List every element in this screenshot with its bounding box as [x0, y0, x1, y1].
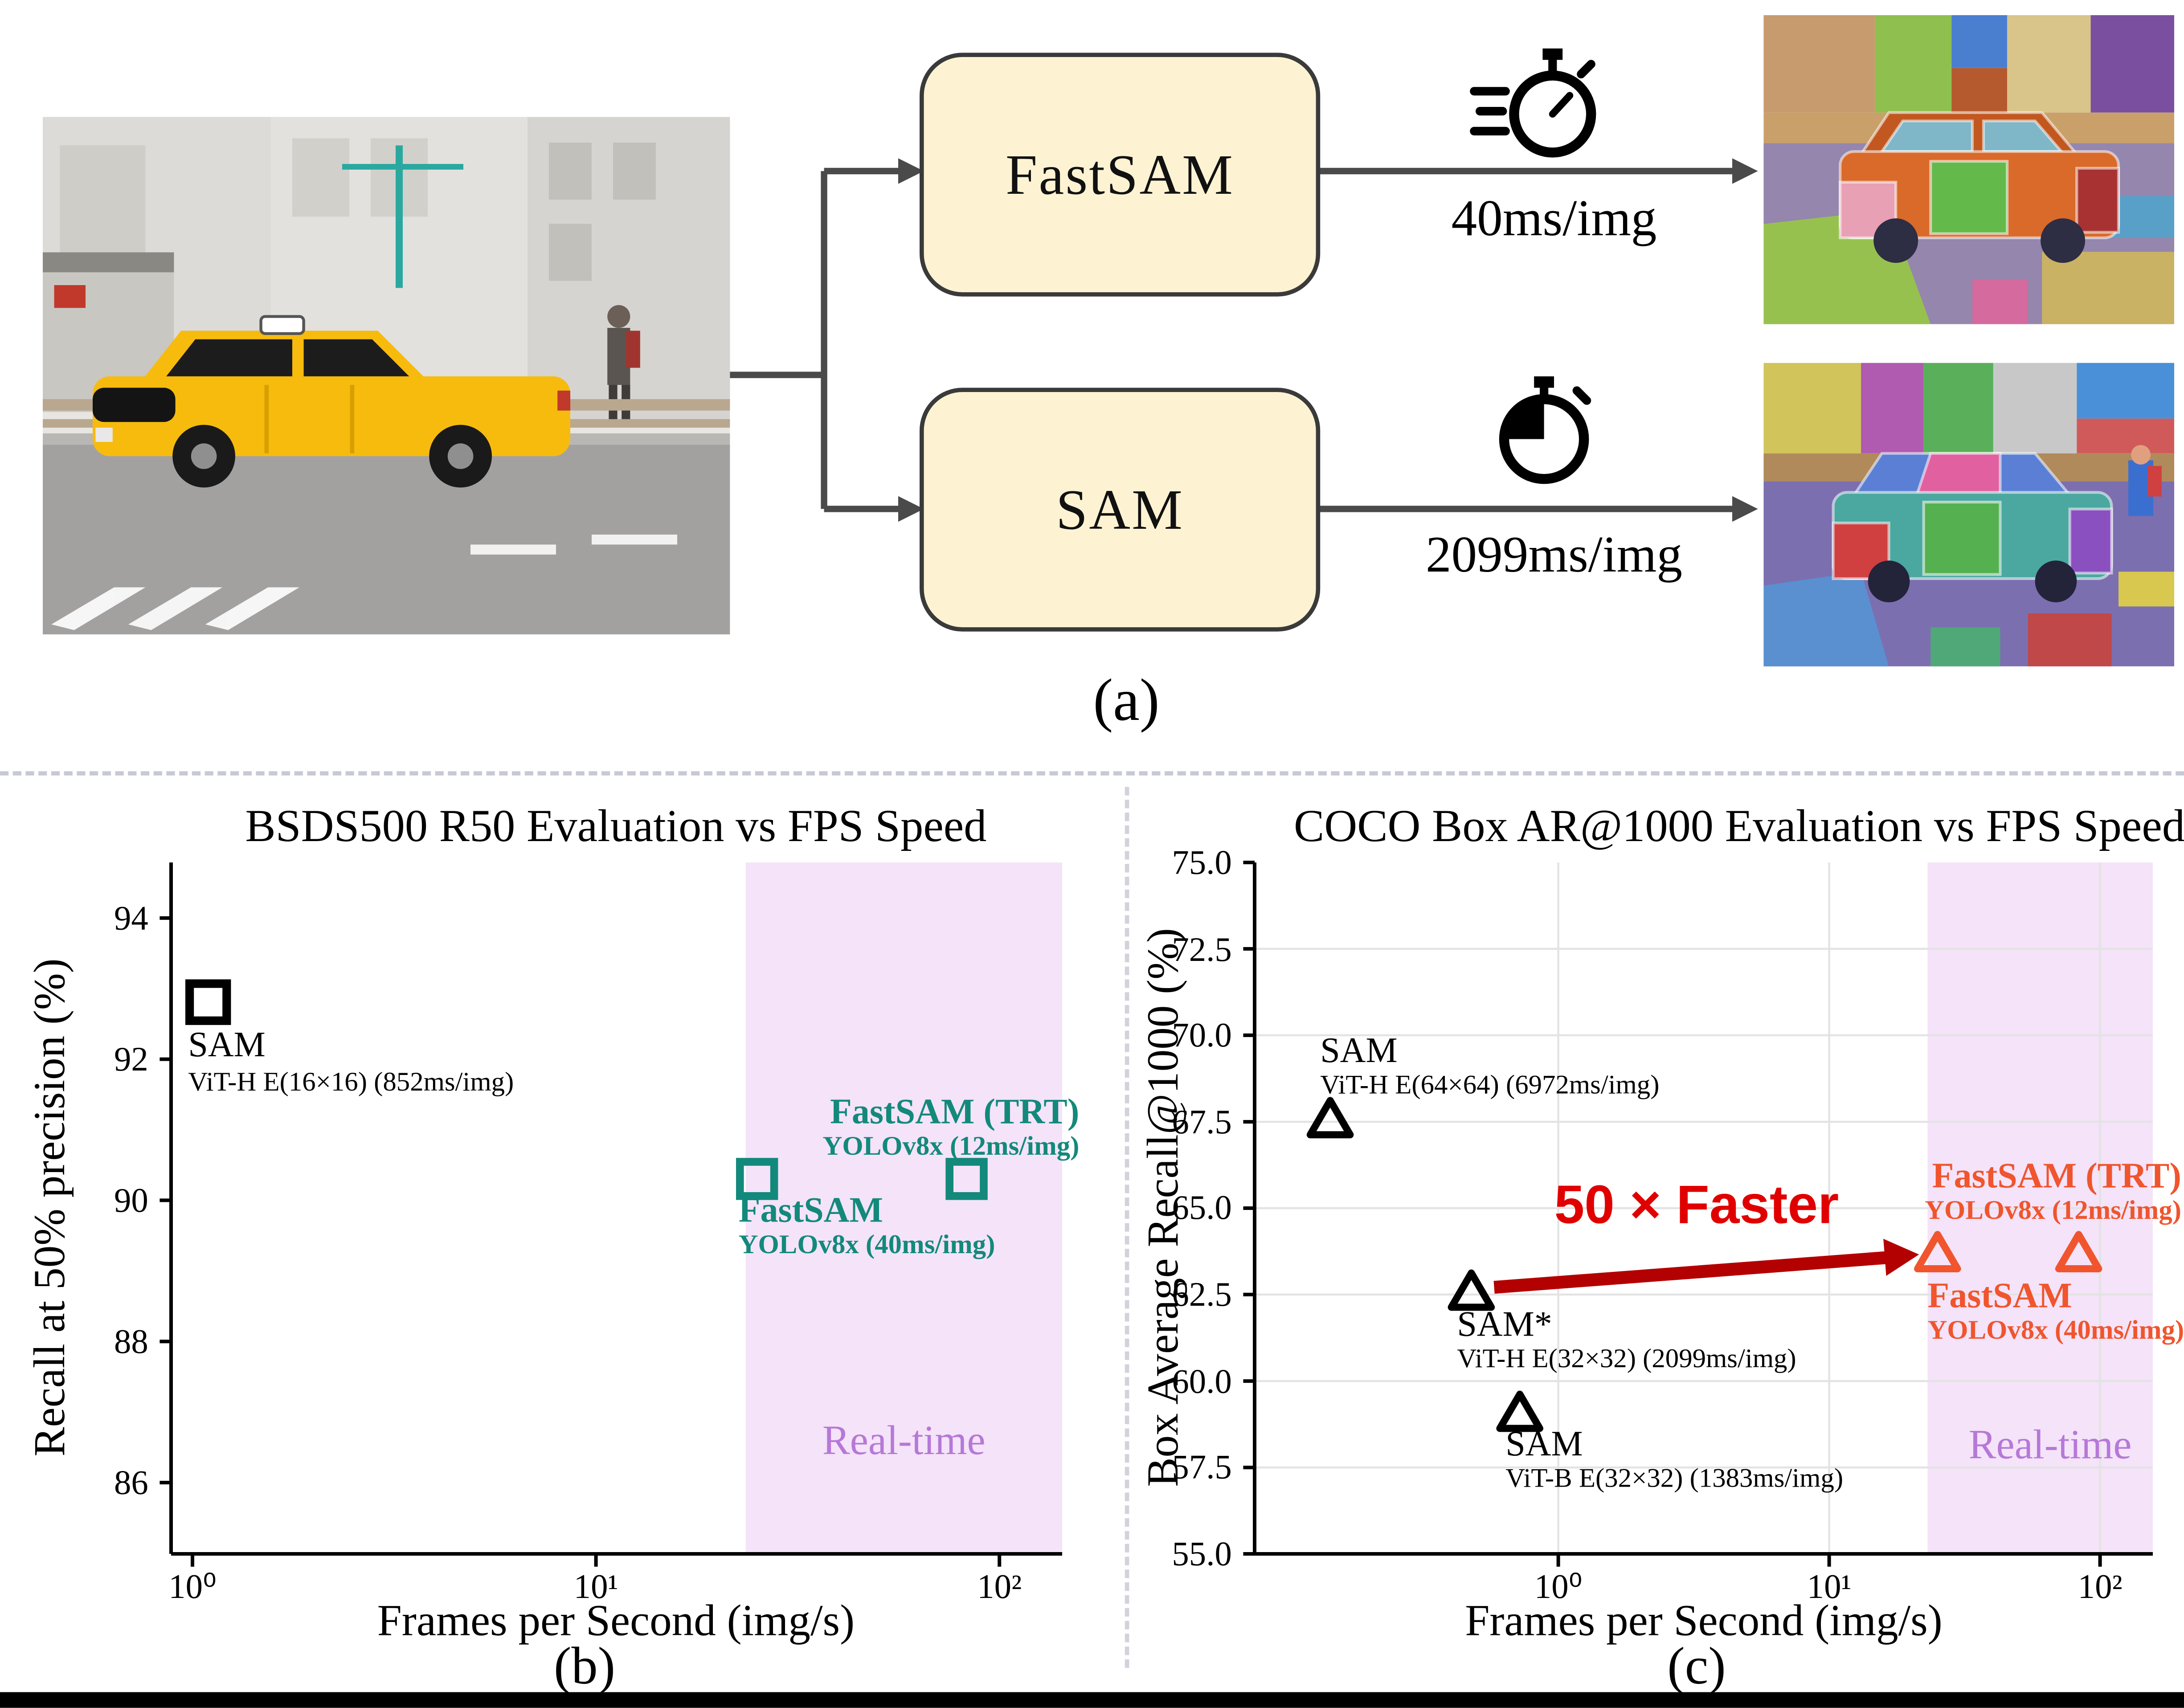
- ytick: 62.5: [1172, 1275, 1231, 1313]
- panel-a-label: (a): [1093, 668, 1160, 734]
- sam-star-point-label: SAM*: [1457, 1304, 1552, 1344]
- chart-b-ylabel: Recall at 50% precision (%): [25, 958, 74, 1456]
- ytick: 92: [114, 1040, 148, 1078]
- chart-b-title: BSDS500 R50 Evaluation vs FPS Speed: [245, 801, 986, 851]
- fastsam-trt-point-sublabel: YOLOv8x (12ms/img): [1925, 1195, 2181, 1225]
- xtick: 10¹: [1807, 1568, 1852, 1606]
- marker-sam: [185, 979, 231, 1025]
- sam-point-label: SAM: [188, 1025, 265, 1064]
- realtime-region: [745, 862, 1062, 1554]
- chart-b-xlabel: Frames per Second (img/s): [377, 1596, 855, 1645]
- marker-sam-star: [1448, 1269, 1495, 1311]
- fastsam-point-label: FastSAM: [739, 1190, 883, 1230]
- marker-fastsam: [1914, 1231, 1961, 1273]
- xtick: 10⁰: [168, 1568, 217, 1606]
- ytick: 88: [114, 1323, 148, 1361]
- ytick: 86: [114, 1464, 148, 1502]
- speedup-label: 50 × Faster: [1554, 1174, 1839, 1235]
- chart-c-ylabel: Box Average Recall@1000 (%): [1139, 928, 1187, 1487]
- fastsam-box-label: FastSAM: [1005, 143, 1235, 207]
- ytick: 75.0: [1172, 844, 1231, 882]
- gridlines: [1255, 862, 2153, 1554]
- sam-star-point-sublabel: ViT-H E(32×32) (2099ms/img): [1457, 1344, 1796, 1373]
- ytick: 67.5: [1172, 1103, 1231, 1141]
- taxi: [93, 315, 570, 488]
- fastsam-time-label: 40ms/img: [1451, 189, 1657, 247]
- marker-sam-vith64: [1306, 1097, 1354, 1139]
- realtime-label: Real-time: [1969, 1422, 2132, 1468]
- ytick: 55.0: [1172, 1535, 1231, 1573]
- chart-coco: 75.0 72.5 70.0 67.5 65.0 62.5 60.0 57.5 …: [1139, 801, 2184, 1692]
- xtick: 10²: [2078, 1568, 2123, 1606]
- crane-icon: [342, 145, 464, 288]
- chart-c-xlabel: Frames per Second (img/s): [1465, 1596, 1943, 1645]
- ytick: 94: [114, 899, 148, 937]
- fast-stopwatch-icon: [1468, 43, 1599, 176]
- fastsam-trt-point-label: FastSAM (TRT): [830, 1092, 1079, 1132]
- sam-box: SAM: [920, 388, 1321, 632]
- pedestrian-mask: [2128, 445, 2162, 516]
- panel-c-label: (c): [1667, 1636, 1726, 1692]
- marker-fastsam: [736, 1158, 778, 1200]
- panel-b-label: (b): [554, 1636, 615, 1692]
- sam-box-label: SAM: [1056, 478, 1184, 542]
- input-photo: [43, 117, 730, 634]
- chart-bsds500: 94 92 90 88 86 10⁰ 10¹ 10² SAM ViT-H E(1…: [25, 801, 1080, 1692]
- speedup-arrow: [1493, 1238, 1919, 1294]
- sam-vitb-point-sublabel: ViT-B E(32×32) (1383ms/img): [1505, 1463, 1843, 1493]
- vertical-separator: [1125, 787, 1129, 1668]
- marker-fastsam-trt: [2055, 1231, 2102, 1273]
- fastsam-box: FastSAM: [920, 53, 1321, 297]
- taxi-street-scene-image: [43, 117, 730, 634]
- marker-sam-vitb: [1496, 1390, 1544, 1432]
- ytick: 70.0: [1172, 1016, 1231, 1054]
- quarter-timer-icon: [1485, 373, 1605, 500]
- ytick: 57.5: [1172, 1448, 1231, 1486]
- ytick: 72.5: [1172, 931, 1231, 968]
- crosswalk-stripes: [51, 587, 299, 630]
- ytick: 60.0: [1172, 1362, 1231, 1400]
- marker-fastsam-trt: [945, 1158, 988, 1200]
- fastsam-point-label: FastSAM: [1927, 1276, 2072, 1315]
- xtick: 10¹: [574, 1568, 618, 1606]
- ytick: 90: [114, 1181, 148, 1219]
- fastsam-trt-point-sublabel: YOLOv8x (12ms/img): [823, 1131, 1080, 1161]
- fastsam-output-image: [1763, 12, 2174, 328]
- realtime-label: Real-time: [822, 1418, 986, 1463]
- sam-vitb-point-label: SAM: [1505, 1424, 1583, 1463]
- bottom-border: [0, 1692, 2184, 1708]
- sam-point-sublabel: ViT-H E(16×16) (852ms/img): [188, 1067, 514, 1097]
- xtick: 10²: [977, 1568, 1022, 1606]
- flow-arrows: [730, 158, 1758, 522]
- fastsam-trt-point-label: FastSAM (TRT): [1932, 1156, 2181, 1196]
- sam-output-image: [1763, 359, 2174, 670]
- sam64-point-sublabel: ViT-H E(64×64) (6972ms/img): [1320, 1070, 1659, 1099]
- sam-time-label: 2099ms/img: [1425, 526, 1683, 583]
- chart-c-title: COCO Box AR@1000 Evaluation vs FPS Speed: [1294, 801, 2184, 851]
- horizontal-separator: [0, 771, 2184, 776]
- ytick: 65.0: [1172, 1189, 1231, 1226]
- xtick: 10⁰: [1534, 1568, 1583, 1606]
- fastsam-point-sublabel: YOLOv8x (40ms/img): [1927, 1315, 2184, 1345]
- sam64-point-label: SAM: [1320, 1031, 1397, 1070]
- fastsam-point-sublabel: YOLOv8x (40ms/img): [739, 1230, 995, 1259]
